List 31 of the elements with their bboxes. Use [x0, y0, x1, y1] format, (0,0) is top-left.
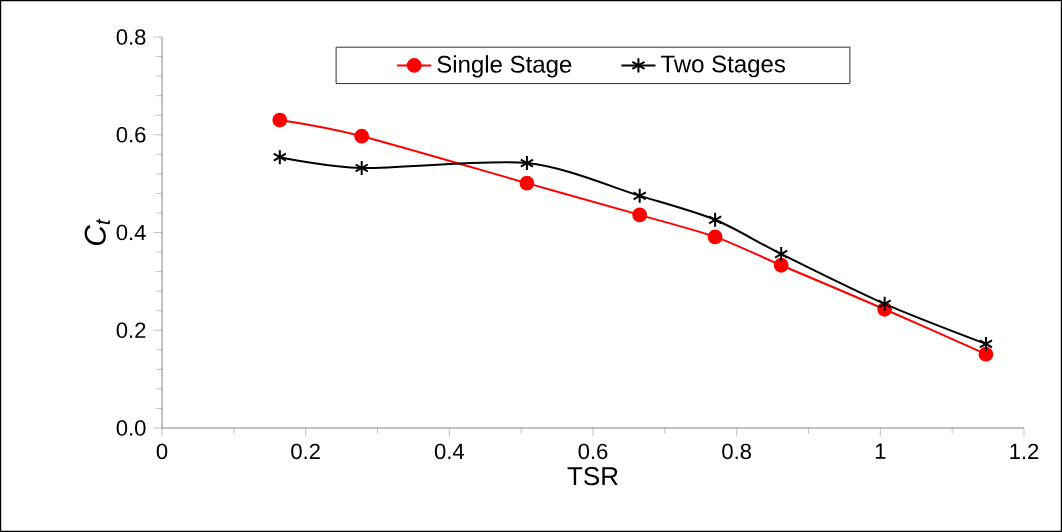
x-tick-label: 0.2 — [291, 443, 320, 460]
y-tick-label: 0.4 — [116, 224, 146, 241]
point — [707, 229, 723, 245]
x-tick-label: 0.8 — [722, 443, 751, 460]
y-tick-label: 0.8 — [116, 29, 146, 45]
point — [272, 149, 287, 166]
point — [632, 187, 647, 204]
point — [272, 112, 288, 128]
point — [519, 175, 535, 191]
point — [978, 346, 994, 362]
point — [773, 257, 789, 273]
x-axis-title: TSR — [567, 466, 618, 486]
x-tick-label: 0 — [156, 443, 168, 460]
y-tick-label: 0.2 — [116, 322, 146, 339]
x-tick-label: 0.4 — [434, 443, 464, 460]
point — [354, 128, 370, 144]
point — [708, 211, 723, 228]
legend-label: Single Stage — [437, 55, 572, 78]
x-tick-label: 0.6 — [578, 443, 608, 460]
x-tick-label: 1 — [875, 443, 886, 459]
point — [519, 155, 534, 172]
legend-label: Two Stages — [661, 55, 785, 78]
y-axis-title: C$_{t}$ — [84, 218, 111, 246]
y-tick-label: 0.6 — [116, 126, 146, 143]
point — [354, 159, 369, 176]
x-tick-label: 1.2 — [1010, 443, 1039, 459]
point — [774, 246, 789, 263]
point — [877, 295, 892, 312]
point — [632, 207, 648, 223]
y-tick-label: 0.0 — [116, 420, 146, 436]
point — [978, 335, 993, 352]
